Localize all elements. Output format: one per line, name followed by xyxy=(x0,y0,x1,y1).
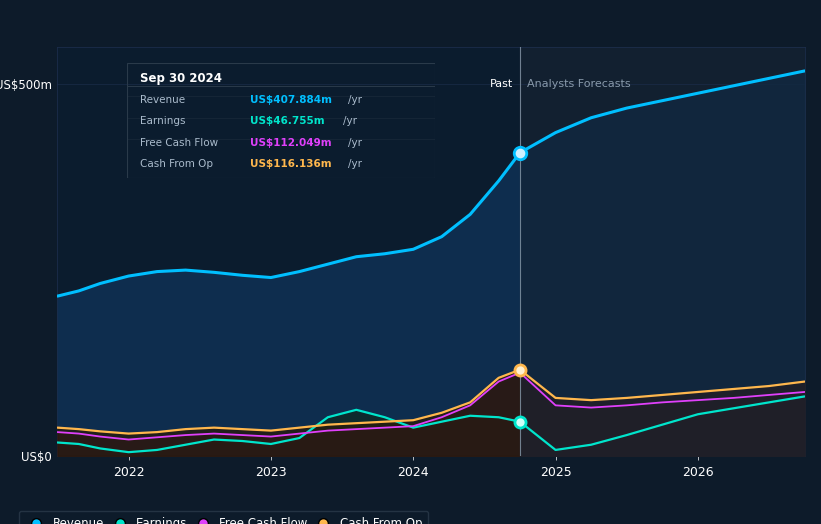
Text: Free Cash Flow: Free Cash Flow xyxy=(140,138,218,148)
Text: /yr: /yr xyxy=(343,116,357,126)
Text: US$116.136m: US$116.136m xyxy=(250,159,332,169)
Text: /yr: /yr xyxy=(348,159,362,169)
Text: /yr: /yr xyxy=(348,138,362,148)
Text: US$407.884m: US$407.884m xyxy=(250,95,333,105)
Text: Analysts Forecasts: Analysts Forecasts xyxy=(527,79,631,89)
Bar xyxy=(520,47,805,456)
Text: US$112.049m: US$112.049m xyxy=(250,138,332,148)
Legend: Revenue, Earnings, Free Cash Flow, Cash From Op: Revenue, Earnings, Free Cash Flow, Cash … xyxy=(19,511,428,524)
Text: Cash From Op: Cash From Op xyxy=(140,159,213,169)
Text: Revenue: Revenue xyxy=(140,95,185,105)
Text: /yr: /yr xyxy=(348,95,362,105)
Text: Sep 30 2024: Sep 30 2024 xyxy=(140,72,222,85)
Text: Past: Past xyxy=(489,79,513,89)
Text: Earnings: Earnings xyxy=(140,116,185,126)
Bar xyxy=(57,47,520,456)
Text: US$46.755m: US$46.755m xyxy=(250,116,325,126)
